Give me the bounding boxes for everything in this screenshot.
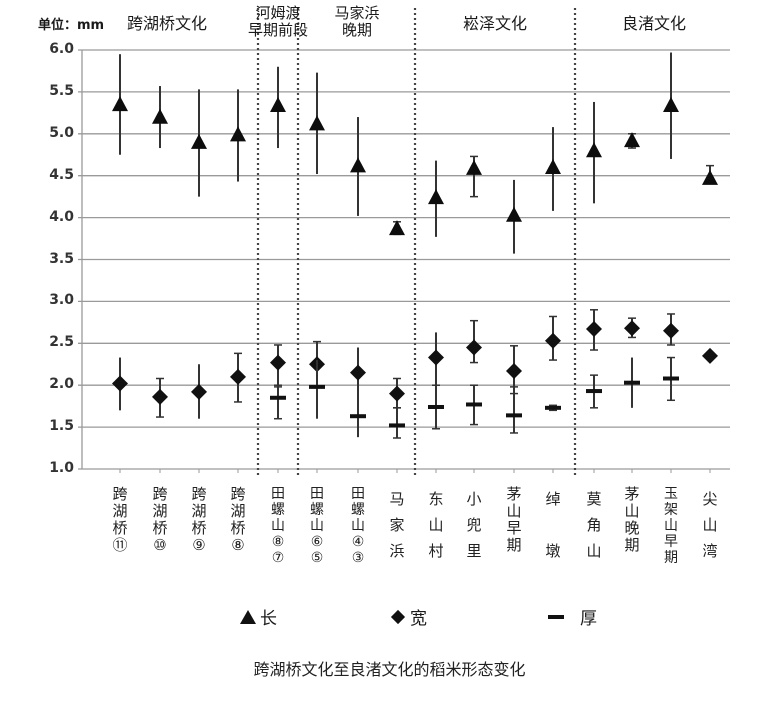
data-point-diamond [506,345,522,395]
group-header: 马家浜 晚期 [334,4,380,39]
data-point-diamond [428,332,444,387]
data-point-dash [466,384,482,426]
data-point-triangle [152,86,168,149]
y-tick-label: 1.0 [49,460,74,476]
data-point-dash [270,384,286,420]
data-point-triangle [428,160,444,237]
group-header: 崧泽文化 [462,14,527,33]
group-header: 河姆渡 早期前段 [247,4,308,39]
data-point-triangle [191,89,207,197]
legend-item-width: 宽 [390,604,427,629]
data-point-triangle [624,132,640,149]
x-category-label: 玉架山早期 [664,486,678,566]
data-point-diamond [586,309,602,351]
chart-caption: 跨湖桥文化至良渚文化的稻米形态变化 [253,660,526,679]
data-point-dash [545,404,561,412]
y-tick-label: 2.0 [49,376,74,393]
data-point-diamond [191,364,207,419]
data-point-dash [506,386,522,434]
gridlines [78,49,730,473]
x-category-label: 马家浜 [389,490,405,560]
y-tick-label: 4.0 [49,208,74,225]
x-category-label: 茅山晚期 [624,485,640,554]
data-point-triangle [309,72,325,175]
data-point-triangle [545,127,561,211]
data-point-triangle [506,179,522,254]
data-point-dash [428,384,444,430]
data-point-diamond [663,313,679,346]
data-point-diamond [624,317,640,339]
data-point-diamond [389,377,405,409]
x-category-label: 尖山湾 [702,490,718,560]
data-point-triangle [230,89,246,182]
data-point-triangle [112,54,128,155]
data-point-diamond [112,357,128,411]
group-dividers [256,8,577,478]
data-point-diamond [270,344,286,388]
data-point-triangle [389,220,405,236]
data-point-triangle [586,101,602,204]
y-tick-label: 4.5 [49,166,74,183]
data-point-triangle [663,52,679,159]
x-category-label: 莫角山 [586,490,602,560]
y-tick-label: 5.0 [49,124,74,141]
data-point-diamond [466,319,482,364]
y-tick-label: 1.5 [49,418,74,435]
data-point-triangle [466,155,482,198]
x-category-label: 绰墩 [545,490,561,560]
y-tick-label: 3.0 [49,292,74,309]
data-point-dash [309,360,325,419]
triangle-icon [240,609,256,624]
data-point-diamond [545,315,561,361]
legend-label: 厚 [580,609,597,629]
dash-icon [548,614,564,619]
data-point-dash [586,374,602,409]
unit-label: 单位：mm [38,18,105,33]
data-point-dash [624,357,640,408]
legend-label: 长 [260,609,277,629]
data-point-triangle [350,117,366,216]
legend-item-thickness: 厚 [548,604,597,629]
data-point-triangle [702,164,718,185]
data-point-diamond [702,347,718,364]
legend-label: 宽 [410,609,427,629]
group-header: 跨湖桥文化 [126,14,207,33]
y-tick-label: 3.5 [49,250,74,267]
group-header: 良渚文化 [621,14,686,33]
diamond-icon [390,609,406,624]
data-point-triangle [270,66,286,149]
data-series [112,52,718,439]
x-category-label: 茅山早期 [506,485,522,554]
legend-item-length: 长 [240,604,277,629]
data-point-dash [389,407,405,439]
y-tick-label: 2.5 [49,334,74,351]
x-category-label: 东山村 [428,490,444,560]
y-tick-label: 5.5 [49,82,74,99]
y-tick-label: 6.0 [49,41,74,57]
x-category-label: 小兜里 [466,490,482,560]
data-point-diamond [230,352,246,403]
data-point-dash [663,356,679,402]
data-point-diamond [152,377,168,418]
data-point-dash [350,385,366,438]
